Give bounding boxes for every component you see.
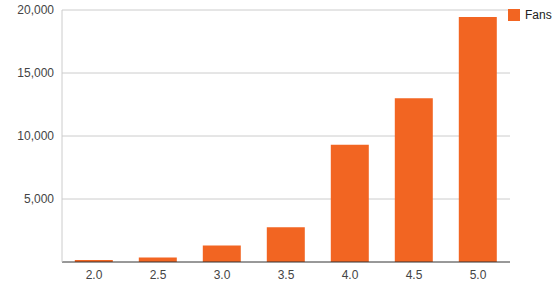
html-text:Fans: Fans [525,8,552,22]
svg-text:4.0: 4.0 [342,268,359,282]
svg-text:15,000: 15,000 [17,66,54,80]
svg-text:2.5: 2.5 [150,268,167,282]
svg-text:3.0: 3.0 [214,268,231,282]
svg-text:4.5: 4.5 [406,268,423,282]
svg-text:2.0: 2.0 [86,268,103,282]
svg-text:10,000: 10,000 [17,129,54,143]
svg-text:20,000: 20,000 [17,3,54,17]
svg-text:5.0: 5.0 [470,268,487,282]
svg-text:5,000: 5,000 [24,192,54,206]
svg-text:3.5: 3.5 [278,268,295,282]
